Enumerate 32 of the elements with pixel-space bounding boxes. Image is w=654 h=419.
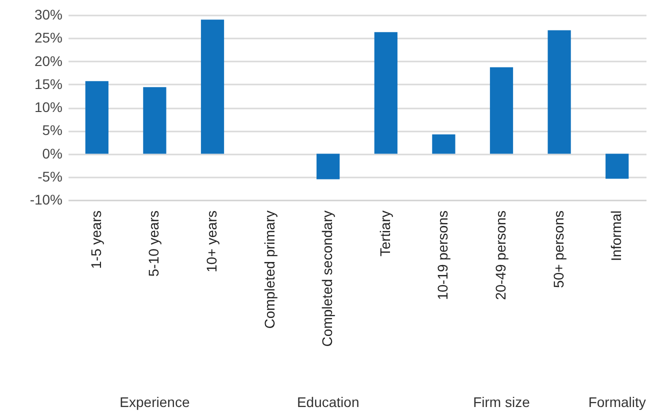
y-tick-label: -10%: [30, 192, 62, 208]
text: Education: [296, 394, 360, 410]
x-tick-label: Completed primary: [261, 210, 278, 329]
y-tick-label: 10%: [34, 99, 62, 115]
text: Firm size: [473, 394, 530, 410]
x-tick-label: 10+ years: [204, 210, 220, 272]
x-tick-label: 5-10 years: [146, 210, 162, 277]
y-tick-label: 15%: [34, 76, 62, 92]
bar: [374, 32, 398, 154]
x-tick-label: Tertiary: [376, 210, 393, 256]
x-tick-label: 20-49 persons: [492, 210, 508, 300]
bar: [606, 154, 629, 179]
y-tick-label: 30%: [34, 6, 62, 22]
y-tick-label: -5%: [38, 168, 62, 184]
x-tick-label: 1-5 years: [88, 210, 104, 269]
bar: [548, 30, 571, 154]
bar: [316, 154, 340, 180]
y-tick-label: 20%: [34, 52, 62, 69]
x-tick-label: Completed secondary: [319, 210, 336, 347]
text: Experience: [120, 394, 190, 410]
y-tick-label: 0%: [42, 145, 62, 162]
bar: [85, 81, 108, 154]
bar: [143, 87, 166, 154]
bar: [200, 20, 224, 154]
text: Formality: [588, 394, 646, 410]
x-tick-label: 50+ persons: [550, 210, 566, 288]
y-tick-label: 5%: [42, 122, 62, 138]
x-tick-label: 10-19 persons: [434, 210, 451, 300]
bar: [432, 134, 456, 154]
bar: [490, 67, 514, 154]
x-tick-label: Informal: [608, 210, 624, 262]
y-tick-label: 25%: [34, 30, 62, 46]
